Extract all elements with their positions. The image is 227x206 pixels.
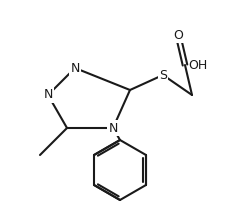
- Text: O: O: [172, 28, 182, 41]
- Text: N: N: [108, 122, 117, 135]
- Text: S: S: [158, 69, 166, 82]
- Text: OH: OH: [187, 59, 206, 71]
- Text: N: N: [70, 62, 79, 75]
- Text: N: N: [43, 89, 52, 102]
